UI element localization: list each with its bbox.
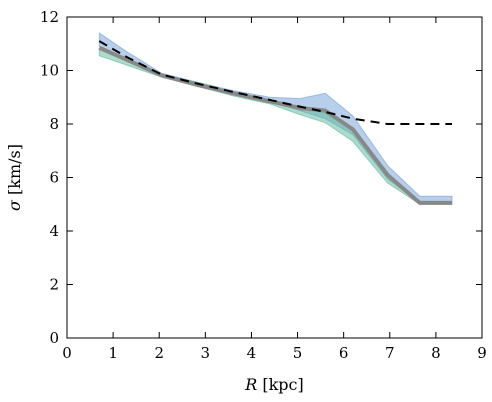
y-axis-label-unit: [km/s] — [5, 144, 24, 200]
x-tick-label: 1 — [108, 344, 118, 362]
y-axis-label-symbol: σ — [5, 199, 24, 211]
y-tick-label: 8 — [49, 115, 59, 133]
y-tick-label: 2 — [49, 276, 59, 294]
x-tick-label: 9 — [477, 344, 487, 362]
x-tick-label: 8 — [431, 344, 441, 362]
x-axis-label-unit: [kpc] — [257, 375, 303, 394]
x-tick-label: 5 — [293, 344, 303, 362]
y-tick-label: 12 — [40, 8, 59, 26]
x-tick-label: 4 — [247, 344, 257, 362]
x-tick-label: 6 — [339, 344, 349, 362]
plot-background — [67, 17, 482, 338]
ticks-layer — [66, 16, 483, 339]
x-tick-label: 0 — [62, 344, 72, 362]
y-tick-label: 4 — [49, 222, 59, 240]
x-tick-label: 3 — [201, 344, 211, 362]
dashed-line — [98, 40, 453, 125]
lines-layer — [98, 40, 453, 205]
x-axis-label: R [kpc] — [244, 375, 304, 394]
x-tick-label: 7 — [385, 344, 395, 362]
y-axis-label: σ [km/s] — [5, 144, 24, 211]
y-tick-label: 6 — [49, 169, 59, 187]
y-tick-label: 0 — [49, 329, 59, 347]
x-axis-label-symbol: R — [244, 375, 257, 394]
y-tick-label: 10 — [40, 62, 59, 80]
x-tick-label: 2 — [154, 344, 164, 362]
